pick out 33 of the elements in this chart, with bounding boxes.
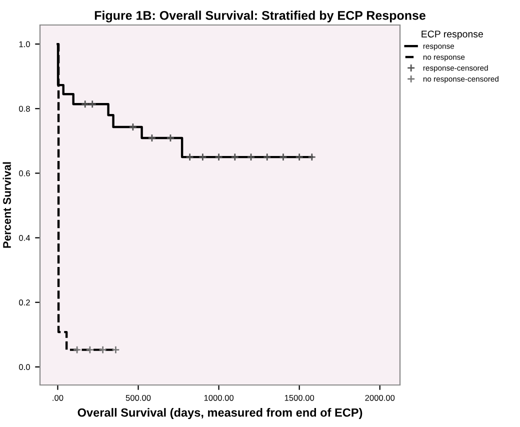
chart-title: Figure 1B: Overall Survival: Stratified by ECP Response	[94, 10, 426, 22]
point	[128, 122, 138, 132]
x-axis-title: Overall Survival (days, measured from end of ECP)	[78, 408, 362, 420]
y-tick-label: 0.2	[19, 300, 30, 306]
point	[246, 152, 256, 162]
point	[198, 152, 207, 162]
y-tick-label: 0.0	[19, 364, 30, 370]
y-tick-label: 0.4	[19, 234, 30, 241]
point	[308, 152, 316, 162]
x-tick-label: 1500.00	[284, 394, 314, 401]
point	[98, 346, 107, 354]
point	[80, 100, 90, 108]
point	[295, 152, 304, 162]
y-tick-label: 0.6	[19, 170, 30, 176]
point	[72, 346, 82, 354]
y-axis-title: Percent Survival	[2, 162, 11, 248]
point	[230, 152, 240, 162]
x-tick-label: 500.00	[126, 394, 151, 401]
point	[262, 152, 272, 162]
point	[214, 152, 223, 162]
point	[88, 100, 97, 108]
point	[166, 134, 175, 142]
point	[86, 346, 94, 354]
x-tick-label: .00	[52, 394, 64, 401]
x-tick-label: 1000.00	[204, 394, 234, 401]
point	[186, 152, 194, 162]
x-tick-label: 2000.00	[365, 394, 395, 401]
y-tick-label: 1.0	[19, 41, 30, 48]
point	[148, 134, 156, 142]
point	[112, 346, 120, 354]
y-tick-label: 0.8	[19, 106, 30, 112]
point	[279, 152, 288, 162]
legend-title: ECP response	[422, 30, 483, 40]
